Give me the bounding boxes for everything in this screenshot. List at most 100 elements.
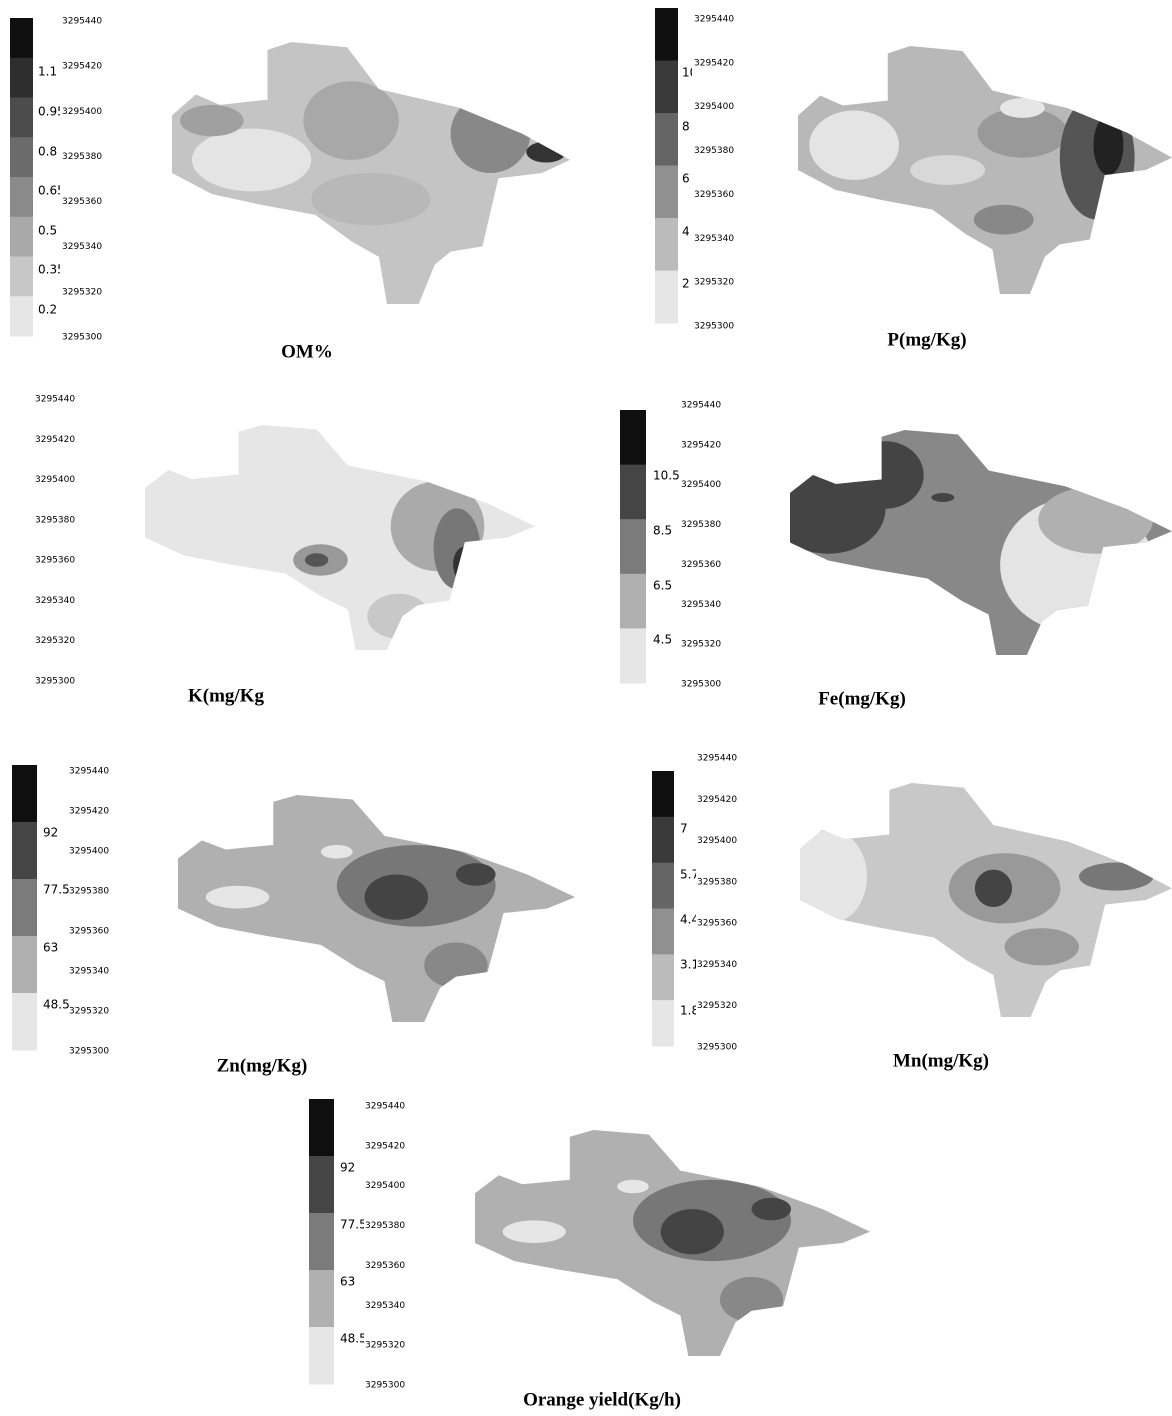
legend-label: 0.8 xyxy=(38,145,57,159)
coordinate-label: 3295340 xyxy=(694,234,734,244)
legend-band xyxy=(655,8,678,61)
coordinate-label: 3295300 xyxy=(69,1047,109,1057)
coordinate-label: 3295400 xyxy=(365,1181,405,1191)
legend-band xyxy=(652,909,674,955)
legend-label: 92 xyxy=(43,826,58,840)
map-zone xyxy=(1079,863,1153,891)
legend-label: 8.5 xyxy=(653,524,672,538)
coordinate-label: 3295380 xyxy=(365,1221,405,1231)
map-zone xyxy=(910,155,985,185)
coordinate-label: 3295320 xyxy=(365,1341,405,1351)
coordinate-label: 3295320 xyxy=(35,636,75,646)
legend-band xyxy=(655,271,678,324)
panel-title: Fe(mg/Kg) xyxy=(818,688,906,709)
map-zone xyxy=(503,1220,566,1243)
map-zone xyxy=(975,870,1012,907)
coordinate-label: 3295420 xyxy=(62,62,102,72)
map-zone xyxy=(303,81,399,160)
legend-label: 6 xyxy=(682,172,690,186)
coordinate-label: 3295440 xyxy=(681,401,721,411)
map-zone xyxy=(1093,115,1123,175)
legend-band xyxy=(309,1270,334,1328)
panel-title: P(mg/Kg) xyxy=(887,329,966,350)
legend-band xyxy=(652,863,674,909)
map-zone xyxy=(661,1209,724,1254)
legend-label: 48.5 xyxy=(43,998,70,1012)
coordinate-label: 3295400 xyxy=(681,480,721,490)
legend-label: 6.5 xyxy=(653,579,672,593)
map-zone xyxy=(451,94,531,173)
coordinate-label: 3295360 xyxy=(694,190,734,200)
coordinate-label: 3295380 xyxy=(35,515,75,525)
map-zone xyxy=(809,110,899,179)
map-zone xyxy=(365,874,429,919)
legend-label: 77.5 xyxy=(340,1218,367,1232)
coordinate-label: 3295360 xyxy=(697,919,737,929)
coordinate-label: 3295380 xyxy=(62,152,102,162)
map-zone xyxy=(321,845,353,859)
coordinate-label: 3295360 xyxy=(365,1261,405,1271)
coordinate-label: 3295320 xyxy=(697,1001,737,1011)
coordinate-label: 3295340 xyxy=(69,967,109,977)
coordinate-label: 3295320 xyxy=(681,640,721,650)
legend-label: 63 xyxy=(43,941,58,955)
coordinate-label: 3295340 xyxy=(697,960,737,970)
coordinate-label: 3295340 xyxy=(365,1301,405,1311)
map-zone xyxy=(434,508,481,589)
coordinate-label: 3295300 xyxy=(365,1381,405,1391)
map-zone xyxy=(617,1180,649,1194)
map-panel: 1086423295440329542032954003295380329536… xyxy=(655,8,1172,350)
map-zone xyxy=(1005,928,1079,965)
map-zone xyxy=(424,943,488,988)
legend-band xyxy=(309,1327,334,1385)
legend-band xyxy=(12,822,37,880)
legend-band xyxy=(10,18,33,58)
map-zone xyxy=(931,493,954,502)
coordinate-label: 3295440 xyxy=(62,17,102,27)
map-panel: 75.74.43.11.8329544032954203295400329538… xyxy=(652,754,1172,1072)
coordinate-label: 3295300 xyxy=(681,680,721,690)
coordinate-label: 3295420 xyxy=(35,435,75,445)
legend-label: 2 xyxy=(682,277,690,291)
coordinate-label: 3295380 xyxy=(697,877,737,887)
map-zone xyxy=(526,142,566,163)
legend-band xyxy=(10,58,33,98)
coordinate-label: 3295420 xyxy=(694,58,734,68)
legend-band xyxy=(652,817,674,863)
legend-band xyxy=(655,218,678,271)
coordinate-label: 3295360 xyxy=(681,560,721,570)
map-zone xyxy=(793,830,867,924)
coordinate-label: 3295420 xyxy=(681,440,721,450)
legend-label: 7 xyxy=(680,822,688,836)
map-zone xyxy=(1038,486,1153,554)
coordinate-label: 3295440 xyxy=(697,754,737,764)
coordinate-label: 3295360 xyxy=(35,556,75,566)
legend-label: 4.5 xyxy=(653,633,672,647)
map-zone xyxy=(206,886,270,909)
coordinate-label: 3295420 xyxy=(697,795,737,805)
legend-band xyxy=(620,628,646,683)
legend-label: 0.95 xyxy=(38,105,65,119)
legend-band xyxy=(620,519,646,574)
coordinate-label: 3295440 xyxy=(365,1102,405,1112)
map-zone xyxy=(974,205,1034,235)
coordinate-label: 3295380 xyxy=(69,887,109,897)
legend-label: 92 xyxy=(340,1161,355,1175)
panel-title: OM% xyxy=(281,341,333,362)
coordinate-label: 3295400 xyxy=(35,475,75,485)
legend-label: 77.5 xyxy=(43,883,70,897)
map-zone xyxy=(453,547,476,583)
panel-title: Zn(mg/Kg) xyxy=(217,1055,308,1076)
panel-title: Mn(mg/Kg) xyxy=(893,1050,989,1071)
coordinate-label: 3295320 xyxy=(694,278,734,288)
map-zone xyxy=(192,128,311,191)
legend-band xyxy=(309,1213,334,1271)
legend-band xyxy=(10,177,33,217)
map-panel: 10.58.56.54.5329544032954203295400329538… xyxy=(620,401,1172,710)
coordinate-label: 3295360 xyxy=(62,197,102,207)
legend-label: 10.5 xyxy=(653,469,680,483)
map-zone xyxy=(847,441,923,509)
legend-band xyxy=(620,410,646,465)
panel-title: Orange yield(Kg/h) xyxy=(523,1389,681,1410)
legend-band xyxy=(655,113,678,166)
